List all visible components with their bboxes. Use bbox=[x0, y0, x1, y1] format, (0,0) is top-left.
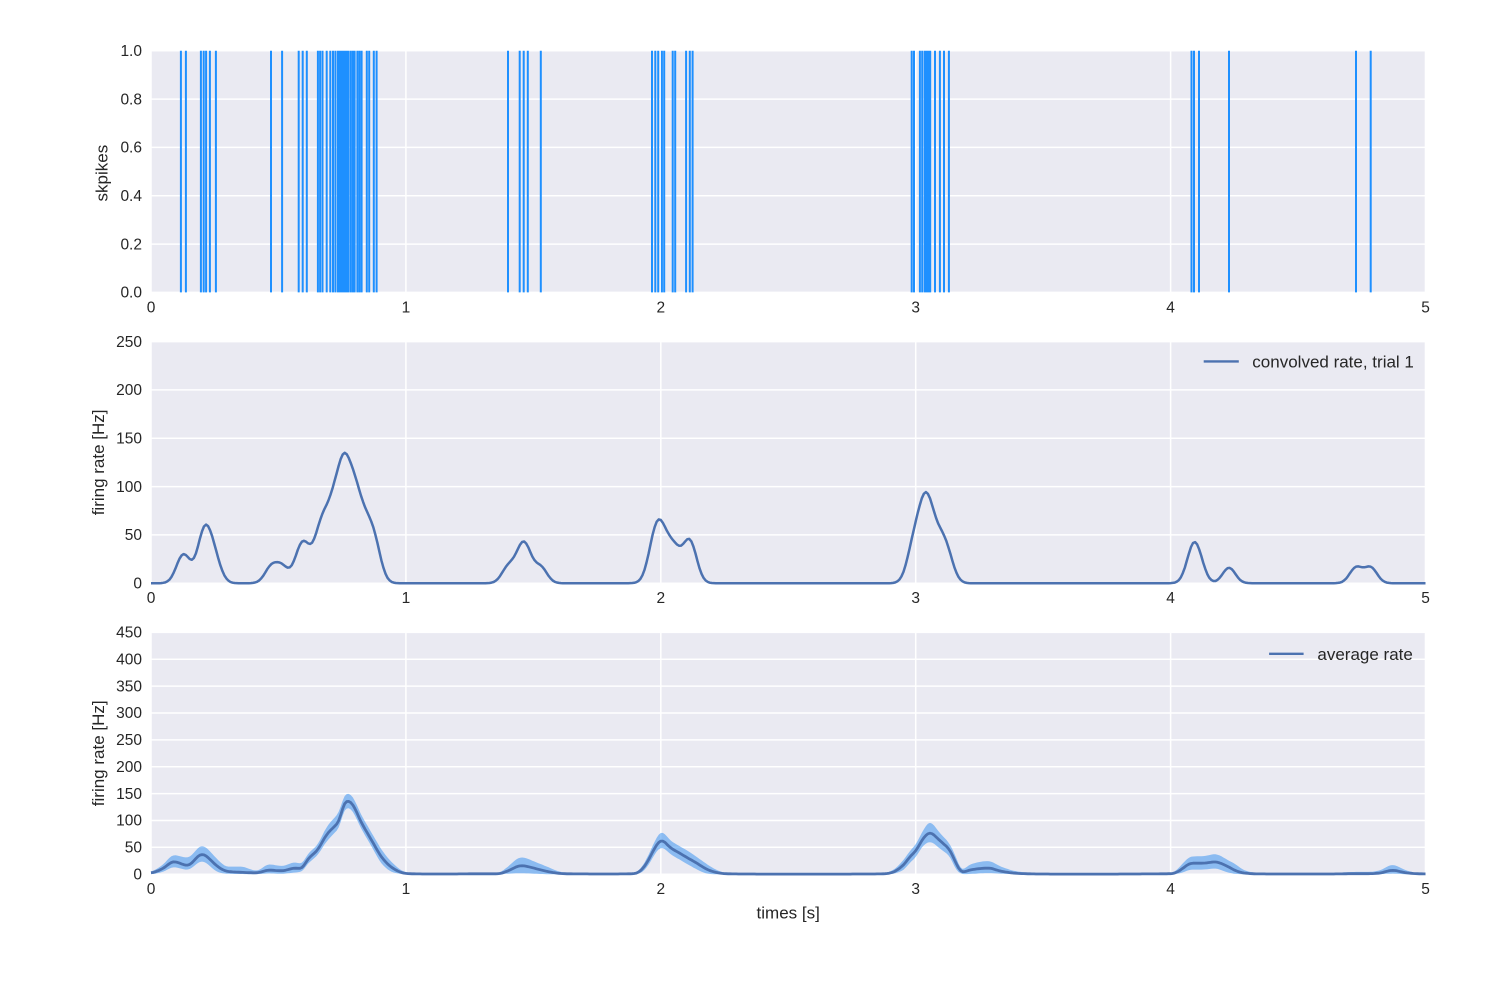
svg-text:1: 1 bbox=[402, 299, 411, 316]
svg-text:4: 4 bbox=[1166, 590, 1175, 607]
svg-text:3: 3 bbox=[911, 590, 920, 607]
svg-text:5: 5 bbox=[1421, 881, 1430, 898]
svg-text:4: 4 bbox=[1166, 299, 1175, 316]
svg-text:0: 0 bbox=[147, 299, 156, 316]
svg-text:50: 50 bbox=[125, 527, 143, 544]
svg-text:400: 400 bbox=[116, 652, 142, 669]
svg-text:200: 200 bbox=[116, 759, 142, 776]
svg-text:300: 300 bbox=[116, 705, 142, 722]
svg-text:1.0: 1.0 bbox=[120, 43, 142, 60]
svg-text:250: 250 bbox=[116, 334, 142, 351]
svg-text:0: 0 bbox=[133, 866, 142, 883]
svg-text:100: 100 bbox=[116, 479, 142, 496]
svg-text:skpikes: skpikes bbox=[93, 145, 112, 202]
svg-text:convolved rate, trial 1: convolved rate, trial 1 bbox=[1252, 352, 1414, 371]
svg-text:1: 1 bbox=[402, 590, 411, 607]
svg-text:firing rate [Hz]: firing rate [Hz] bbox=[89, 409, 108, 515]
svg-text:0.4: 0.4 bbox=[120, 188, 142, 205]
svg-text:150: 150 bbox=[116, 786, 142, 803]
svg-text:0.6: 0.6 bbox=[120, 140, 142, 157]
svg-text:3: 3 bbox=[911, 299, 920, 316]
svg-text:0: 0 bbox=[147, 881, 156, 898]
svg-text:100: 100 bbox=[116, 813, 142, 830]
svg-text:200: 200 bbox=[116, 382, 142, 399]
svg-text:450: 450 bbox=[116, 625, 142, 642]
svg-text:0.2: 0.2 bbox=[120, 236, 142, 253]
svg-text:250: 250 bbox=[116, 732, 142, 749]
svg-text:average rate: average rate bbox=[1317, 645, 1412, 664]
svg-text:times [s]: times [s] bbox=[757, 904, 820, 923]
svg-text:1: 1 bbox=[402, 881, 411, 898]
svg-text:50: 50 bbox=[125, 840, 143, 857]
svg-text:5: 5 bbox=[1421, 299, 1430, 316]
svg-text:5: 5 bbox=[1421, 590, 1430, 607]
svg-text:0.8: 0.8 bbox=[120, 91, 142, 108]
svg-text:350: 350 bbox=[116, 678, 142, 695]
svg-text:4: 4 bbox=[1166, 881, 1175, 898]
svg-text:2: 2 bbox=[656, 299, 665, 316]
svg-text:0: 0 bbox=[147, 590, 156, 607]
svg-text:0.0: 0.0 bbox=[120, 285, 142, 302]
svg-text:3: 3 bbox=[911, 881, 920, 898]
svg-text:0: 0 bbox=[133, 575, 142, 592]
svg-text:2: 2 bbox=[656, 881, 665, 898]
svg-text:150: 150 bbox=[116, 430, 142, 447]
svg-text:firing rate [Hz]: firing rate [Hz] bbox=[89, 700, 108, 806]
svg-text:2: 2 bbox=[656, 590, 665, 607]
